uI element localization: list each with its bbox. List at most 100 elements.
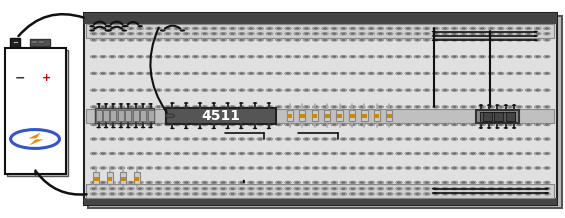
Circle shape: [451, 138, 458, 140]
Circle shape: [164, 89, 171, 91]
Circle shape: [340, 193, 347, 195]
Circle shape: [405, 106, 411, 108]
Circle shape: [295, 138, 299, 140]
Circle shape: [286, 182, 290, 183]
Circle shape: [268, 73, 271, 74]
Circle shape: [507, 167, 514, 169]
Circle shape: [432, 192, 436, 194]
Circle shape: [470, 27, 476, 30]
Circle shape: [164, 138, 171, 140]
Circle shape: [312, 193, 319, 195]
Circle shape: [462, 89, 466, 91]
Circle shape: [471, 188, 475, 189]
Circle shape: [129, 28, 132, 29]
Circle shape: [157, 28, 160, 29]
Circle shape: [534, 167, 541, 169]
Circle shape: [166, 182, 170, 183]
Circle shape: [247, 55, 254, 58]
Circle shape: [470, 106, 476, 108]
Circle shape: [212, 153, 216, 154]
Circle shape: [238, 123, 245, 126]
Circle shape: [499, 73, 502, 74]
Circle shape: [166, 39, 170, 41]
Circle shape: [120, 153, 123, 154]
Circle shape: [495, 104, 499, 106]
Circle shape: [416, 138, 419, 140]
Circle shape: [175, 33, 179, 34]
Circle shape: [527, 89, 530, 91]
Circle shape: [525, 152, 532, 155]
Circle shape: [414, 181, 421, 184]
Circle shape: [127, 55, 134, 58]
Circle shape: [92, 89, 95, 91]
Circle shape: [192, 193, 199, 195]
Circle shape: [259, 188, 262, 189]
Circle shape: [166, 138, 170, 140]
Circle shape: [545, 167, 549, 169]
Circle shape: [212, 33, 216, 34]
Circle shape: [259, 89, 262, 91]
Circle shape: [137, 89, 144, 91]
Circle shape: [471, 193, 475, 194]
Circle shape: [444, 193, 447, 194]
Circle shape: [388, 124, 392, 125]
Circle shape: [211, 138, 218, 140]
Circle shape: [397, 89, 401, 91]
Circle shape: [257, 193, 264, 195]
Circle shape: [370, 182, 373, 183]
Circle shape: [203, 182, 206, 183]
Circle shape: [331, 123, 338, 126]
Circle shape: [277, 188, 280, 189]
Circle shape: [544, 181, 550, 184]
Circle shape: [518, 124, 521, 125]
Circle shape: [497, 39, 504, 41]
Circle shape: [351, 182, 354, 183]
Circle shape: [109, 167, 116, 169]
Circle shape: [106, 29, 112, 32]
Circle shape: [488, 152, 495, 155]
Circle shape: [545, 106, 549, 107]
Circle shape: [507, 187, 514, 190]
Circle shape: [331, 55, 338, 58]
Circle shape: [525, 187, 532, 190]
Circle shape: [175, 138, 179, 140]
Circle shape: [173, 193, 180, 195]
Circle shape: [359, 193, 366, 195]
Circle shape: [99, 167, 106, 169]
Text: +: +: [41, 73, 51, 83]
Circle shape: [314, 153, 318, 154]
Circle shape: [396, 89, 402, 91]
Circle shape: [525, 32, 532, 35]
Circle shape: [359, 181, 366, 184]
Circle shape: [525, 27, 532, 30]
Circle shape: [545, 73, 549, 74]
Circle shape: [516, 138, 523, 140]
Circle shape: [451, 89, 458, 91]
Circle shape: [247, 152, 254, 155]
Circle shape: [294, 106, 301, 108]
Circle shape: [442, 123, 449, 126]
Circle shape: [129, 182, 132, 183]
Bar: [84, 13, 557, 24]
Circle shape: [268, 106, 271, 107]
Circle shape: [388, 188, 392, 189]
Circle shape: [425, 28, 428, 29]
Circle shape: [453, 33, 456, 34]
Circle shape: [173, 39, 180, 41]
Circle shape: [238, 106, 245, 108]
Circle shape: [444, 124, 447, 125]
Circle shape: [285, 27, 292, 30]
Circle shape: [527, 56, 530, 57]
Circle shape: [166, 153, 170, 154]
Circle shape: [166, 89, 170, 91]
Circle shape: [321, 72, 328, 75]
Circle shape: [368, 39, 375, 41]
Circle shape: [231, 106, 234, 107]
Circle shape: [516, 152, 523, 155]
Circle shape: [157, 39, 160, 41]
Circle shape: [405, 193, 411, 195]
Circle shape: [333, 138, 336, 140]
Circle shape: [212, 193, 216, 194]
Circle shape: [221, 138, 225, 140]
Circle shape: [433, 138, 440, 140]
